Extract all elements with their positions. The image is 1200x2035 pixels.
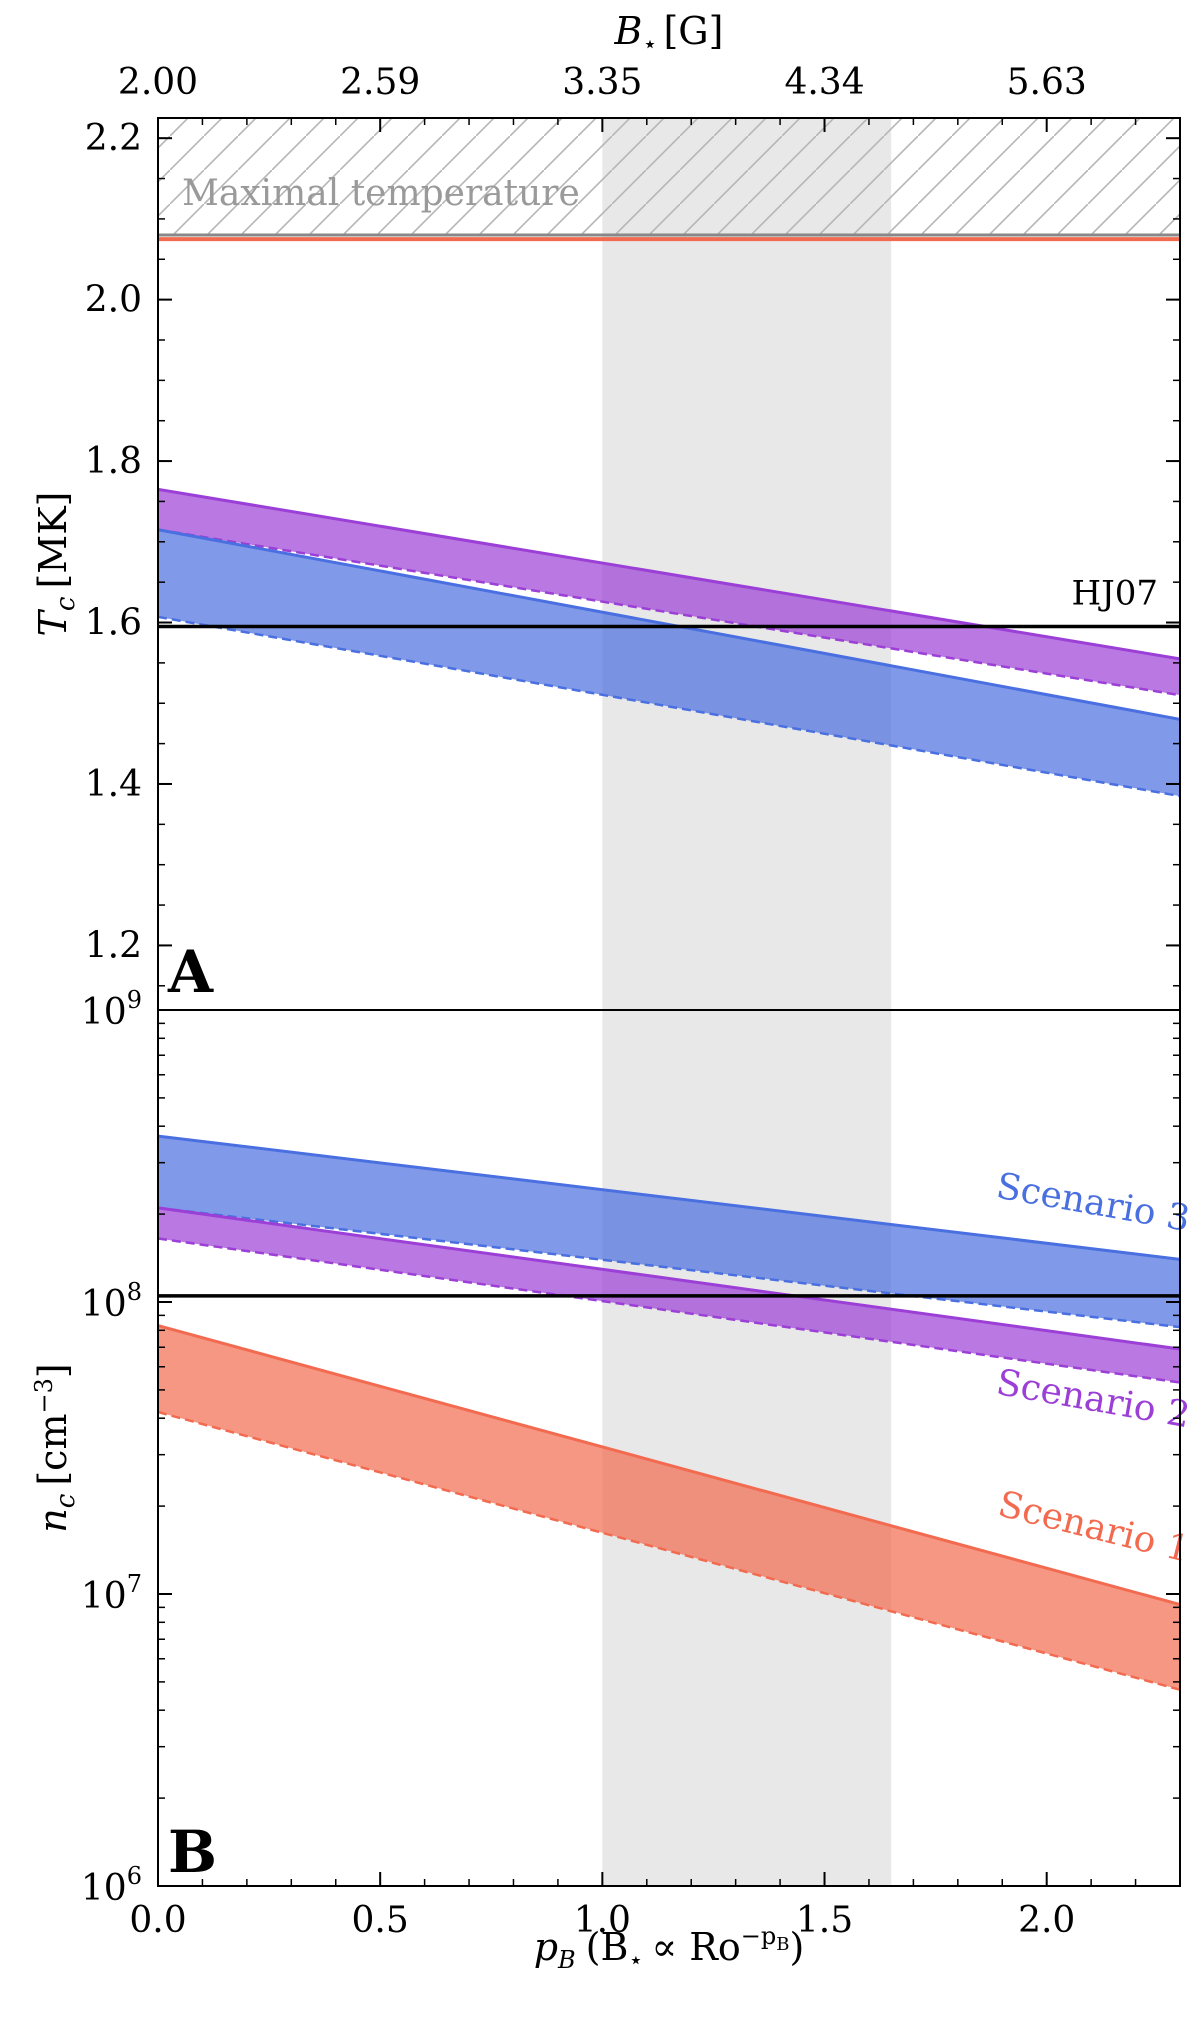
panel-b-y-axis-title: nc[cm−3]: [30, 1363, 81, 1532]
y-tick-label: 1.2: [85, 925, 142, 966]
x-axis-title: pB (B⋆ ∝ Ro−pB): [534, 1922, 805, 1974]
scenario-3-temperature-upper-line: [158, 528, 1180, 721]
maximal-temperature-hatch: [158, 118, 1180, 236]
scenario-3-density-upper-line: [158, 1134, 1180, 1261]
y-tick-label: 1.8: [85, 441, 142, 482]
y-tick-label: 1.4: [85, 764, 142, 805]
y-tick-label: 1.6: [85, 603, 142, 644]
scenario-3-density-band: [158, 1136, 1180, 1328]
highlight-band: [602, 118, 892, 1010]
panel-a-y-axis-title: Tc[MK]: [31, 492, 81, 637]
panel-a-temperature: Maximal temperature HJ07 1.2 1.4 1.6 1.8 2.0…: [31, 9, 1181, 1011]
x-tick-label: 0.0: [129, 1900, 186, 1941]
top-tick-label: 5.63: [1007, 62, 1087, 103]
panel-label-b: B: [168, 1818, 217, 1886]
temperature-series: [158, 487, 1180, 798]
x-tick-label: 1.5: [796, 1900, 853, 1941]
panel-label-a: A: [167, 938, 214, 1006]
scenario-1-density-upper-line: [158, 1324, 1180, 1607]
scenario-1-density-band: [158, 1325, 1180, 1690]
x-tick-label: 1.0: [574, 1900, 631, 1941]
top-tick-label: 2.00: [118, 62, 198, 103]
y-tick-label: 2.2: [85, 118, 142, 159]
highlight-band: [602, 1010, 892, 1886]
scenario-2-temperature-lower-line: [158, 528, 1180, 697]
y-tick-label: 108: [81, 1278, 142, 1325]
x-tick-label: 0.5: [352, 1900, 409, 1941]
top-tick-label: 4.34: [784, 62, 864, 103]
scenario-3-temperature-lower-line: [158, 615, 1180, 798]
x-axis-ticks: 0.0 0.5 1.0 1.5 2.0: [129, 1872, 1137, 1941]
hj07-label: HJ07: [1071, 574, 1158, 614]
panel-a-y-ticks: 1.2 1.4 1.6 1.8 2.0 2.2: [85, 118, 1180, 987]
y-tick-label: 109: [81, 986, 142, 1033]
scenario-3-temperature-band: [158, 529, 1180, 797]
scenario-2-temperature-band: [158, 489, 1180, 696]
top-tick-label: 2.59: [340, 62, 420, 103]
scenario-2-temperature-upper-line: [158, 487, 1180, 661]
scenario-2-density-lower-line: [158, 1237, 1180, 1384]
top-axis-ticks: 2.00 2.59 3.35 4.34 5.63: [118, 62, 1137, 132]
scenario-1-label: Scenario 1: [994, 1484, 1194, 1571]
x-tick-label: 2.0: [1018, 1900, 1075, 1941]
top-tick-label: 3.35: [562, 62, 642, 103]
top-axis-title: B⋆ [G]: [614, 9, 724, 58]
scenario-1-density-lower-line: [158, 1410, 1180, 1691]
scenario-3-label: Scenario 3: [993, 1166, 1193, 1240]
scenario-3-density-lower-line: [158, 1206, 1180, 1329]
scenario-2-density-upper-line: [158, 1206, 1180, 1351]
y-tick-label: 2.0: [85, 280, 142, 321]
maximal-temperature-label: Maximal temperature: [182, 173, 580, 214]
y-tick-label: 107: [81, 1570, 142, 1617]
y-tick-label: 106: [81, 1862, 142, 1909]
panel-b-y-ticks: 106 107 108 109: [81, 986, 1180, 1909]
panel-b-frame: [157, 1009, 1181, 1887]
